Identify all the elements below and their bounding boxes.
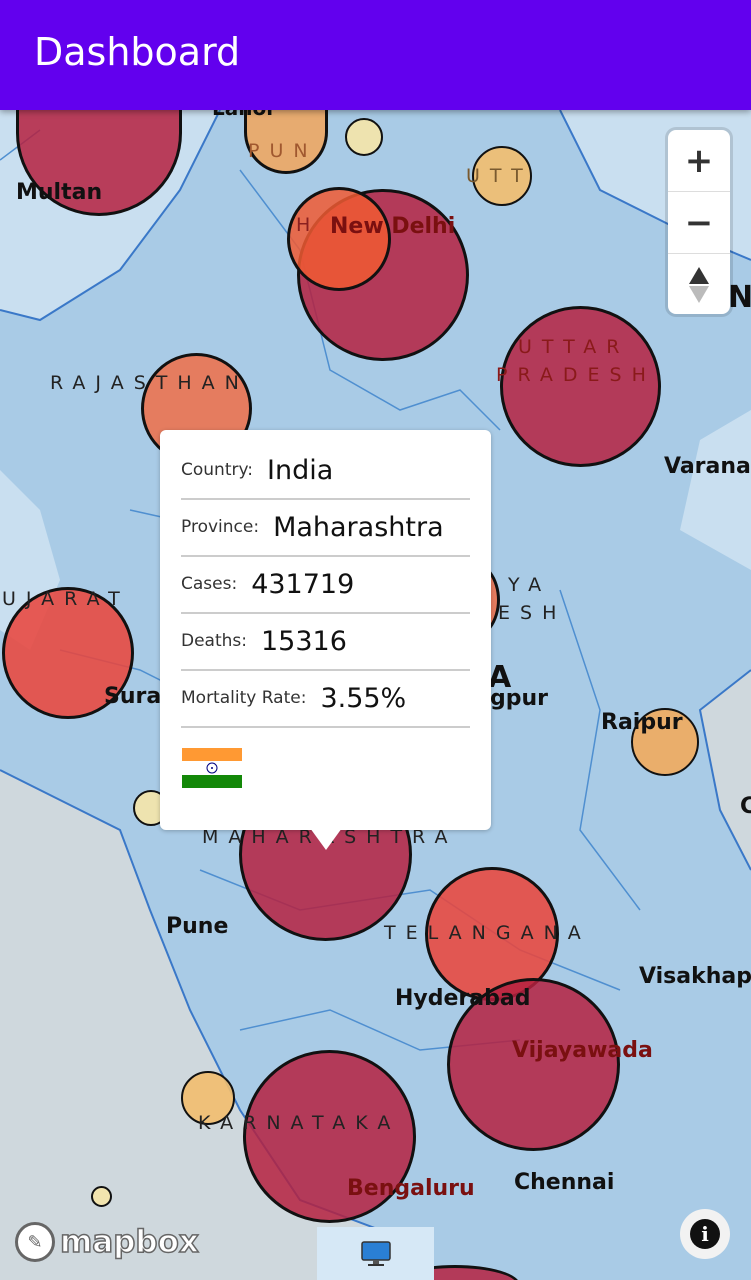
map-label-karnataka: KARNATAKA <box>198 1112 401 1134</box>
map-label-uttar: UTTAR <box>518 336 630 358</box>
map-label-telangana: TELANGANA <box>384 922 591 944</box>
bubble-marker[interactable] <box>472 146 532 206</box>
mortality-label: Mortality Rate: <box>181 688 307 708</box>
mortality-value: 3.55% <box>320 682 407 714</box>
map-label-hyderabad: Hyderabad <box>395 986 531 1011</box>
province-popup: Country: India Province: Maharashtra Cas… <box>160 430 491 850</box>
country-value: India <box>267 454 334 486</box>
zoom-controls: + − <box>668 130 730 314</box>
map-label-c: C <box>740 794 751 819</box>
attribution-info-button[interactable]: i <box>680 1209 730 1259</box>
popup-mortality-row: Mortality Rate: 3.55% <box>181 670 470 728</box>
country-label: Country: <box>181 460 254 480</box>
bubble-marker[interactable] <box>243 1050 416 1223</box>
map-label-pune: Pune <box>166 914 229 939</box>
bubble-marker[interactable] <box>500 306 661 467</box>
deaths-label: Deaths: <box>181 631 247 651</box>
map-label-lahore: Lahor <box>212 110 276 120</box>
app-bar: Dashboard <box>0 0 751 110</box>
deaths-value: 15316 <box>261 625 347 657</box>
monitor-icon <box>360 1240 391 1266</box>
mapbox-logo-icon: ✎ <box>15 1222 55 1262</box>
map-label-varanasi: Varana <box>664 454 751 479</box>
popup-cases-row: Cases: 431719 <box>181 556 470 614</box>
india-flag-icon <box>182 748 242 788</box>
bubble-marker[interactable] <box>2 587 134 719</box>
cases-label: Cases: <box>181 574 238 594</box>
map-label-nepal: N <box>728 280 751 315</box>
zoom-in-button[interactable]: + <box>668 130 730 192</box>
map-label-punjab: PUN <box>248 140 318 162</box>
province-value: Maharashtra <box>273 511 444 543</box>
map-label-visakhapatnam: Visakhap <box>639 964 751 989</box>
map-label-pradesh: PRADESH <box>496 364 656 386</box>
map-label-madhya-2: ESH <box>498 602 567 624</box>
popup-country-row: Country: India <box>181 442 470 500</box>
map-label-nagpur: gpur <box>490 686 549 711</box>
info-icon: i <box>690 1219 720 1249</box>
map-label-india: A <box>488 660 512 695</box>
popup-province-row: Province: Maharashtra <box>181 499 470 557</box>
map-label-vijayawada: Vijayawada <box>512 1038 653 1063</box>
app-title: Dashboard <box>34 30 241 74</box>
compass-icon <box>689 266 709 303</box>
bubble-marker[interactable] <box>447 978 620 1151</box>
map-label-madhya-1: YA <box>508 574 552 596</box>
province-label: Province: <box>181 517 260 537</box>
map-label-haryana: H <box>296 214 321 236</box>
map-label-new-delhi: New Delhi <box>330 214 456 239</box>
map-label-gujarat: UJARAT <box>2 588 130 610</box>
map-label-raipur: Raipur <box>601 710 683 735</box>
bubble-marker[interactable] <box>345 118 383 156</box>
zoom-out-button[interactable]: − <box>668 192 730 254</box>
cases-value: 431719 <box>251 568 355 600</box>
map-label-bengaluru: Bengaluru <box>347 1176 475 1201</box>
map-label-chennai: Chennai <box>514 1170 615 1195</box>
monitor-button[interactable] <box>317 1227 434 1280</box>
map-label-uttarakhand: UTT <box>466 165 533 187</box>
mapbox-logo-text: mapbox <box>59 1223 199 1261</box>
map-label-multan: Multan <box>16 180 103 205</box>
mapbox-logo[interactable]: ✎ mapbox <box>15 1222 200 1262</box>
bubble-marker[interactable] <box>287 187 391 291</box>
popup-tip <box>310 828 342 850</box>
bubble-marker[interactable] <box>181 1071 235 1125</box>
popup-deaths-row: Deaths: 15316 <box>181 613 470 671</box>
map-label-rajasthan: RAJASTHAN <box>50 372 249 394</box>
map-label-surat: Sura <box>104 684 162 709</box>
bubble-marker[interactable] <box>244 110 328 174</box>
bubble-marker[interactable] <box>631 708 699 776</box>
compass-button[interactable] <box>668 254 730 315</box>
bubble-marker[interactable] <box>91 1186 112 1207</box>
